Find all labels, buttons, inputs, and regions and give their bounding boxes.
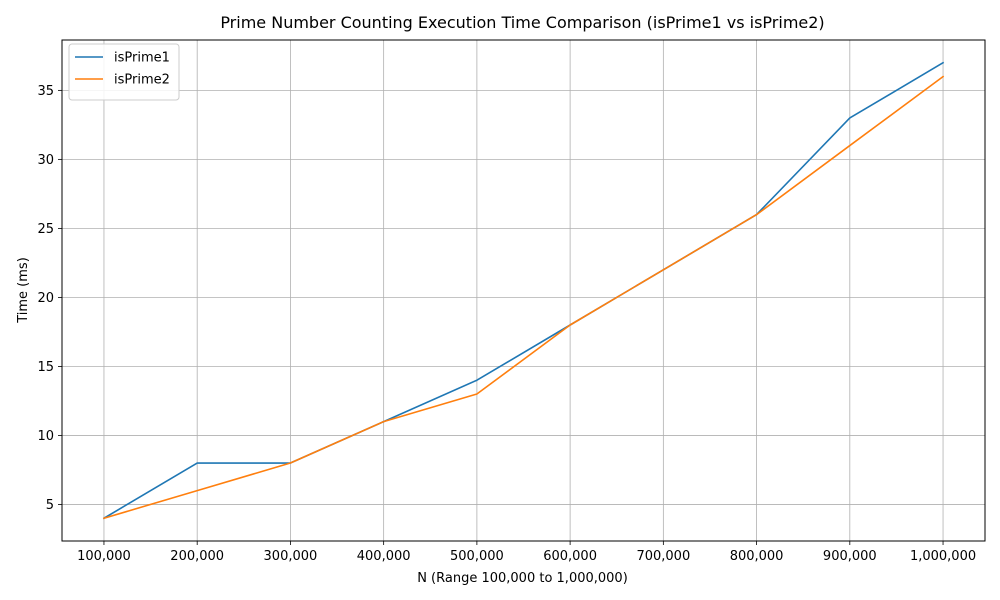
series-line-isprime1 <box>102 61 945 520</box>
series-line-isprime2 <box>102 75 945 520</box>
x-tick-label: 100,000 <box>77 549 131 564</box>
grid <box>62 40 985 541</box>
series-layer <box>102 61 945 520</box>
plot-frame <box>61 39 986 542</box>
y-axis-label: Time (ms) <box>16 257 31 324</box>
legend-box <box>68 43 180 101</box>
y-tick-label: 35 <box>37 84 54 99</box>
x-tick-label: 200,000 <box>170 549 224 564</box>
chart-title: Prime Number Counting Execution Time Com… <box>220 13 824 32</box>
x-tick-label: 500,000 <box>450 549 504 564</box>
legend: isPrime1 isPrime2 <box>68 43 180 101</box>
y-tick-label: 10 <box>37 429 54 444</box>
x-axis-label: N (Range 100,000 to 1,000,000) <box>417 571 628 586</box>
x-axis: 100,000 200,000 300,000 400,000 500,000 600,0… <box>77 541 976 564</box>
y-tick-label: 5 <box>46 498 54 513</box>
legend-label: isPrime2 <box>114 73 170 88</box>
y-tick-label: 20 <box>37 291 54 306</box>
legend-label: isPrime1 <box>114 51 170 66</box>
x-tick-label: 400,000 <box>357 549 411 564</box>
x-tick-label: 300,000 <box>264 549 318 564</box>
x-tick-label: 1,000,000 <box>910 549 976 564</box>
x-tick-label: 700,000 <box>636 549 690 564</box>
y-tick-label: 15 <box>37 360 54 375</box>
y-axis: 5 10 15 20 25 30 35 <box>37 84 62 513</box>
x-tick-label: 900,000 <box>823 549 877 564</box>
y-tick-label: 30 <box>37 153 54 168</box>
x-tick-label: 800,000 <box>730 549 784 564</box>
x-tick-label: 600,000 <box>543 549 597 564</box>
y-tick-label: 25 <box>37 222 54 237</box>
